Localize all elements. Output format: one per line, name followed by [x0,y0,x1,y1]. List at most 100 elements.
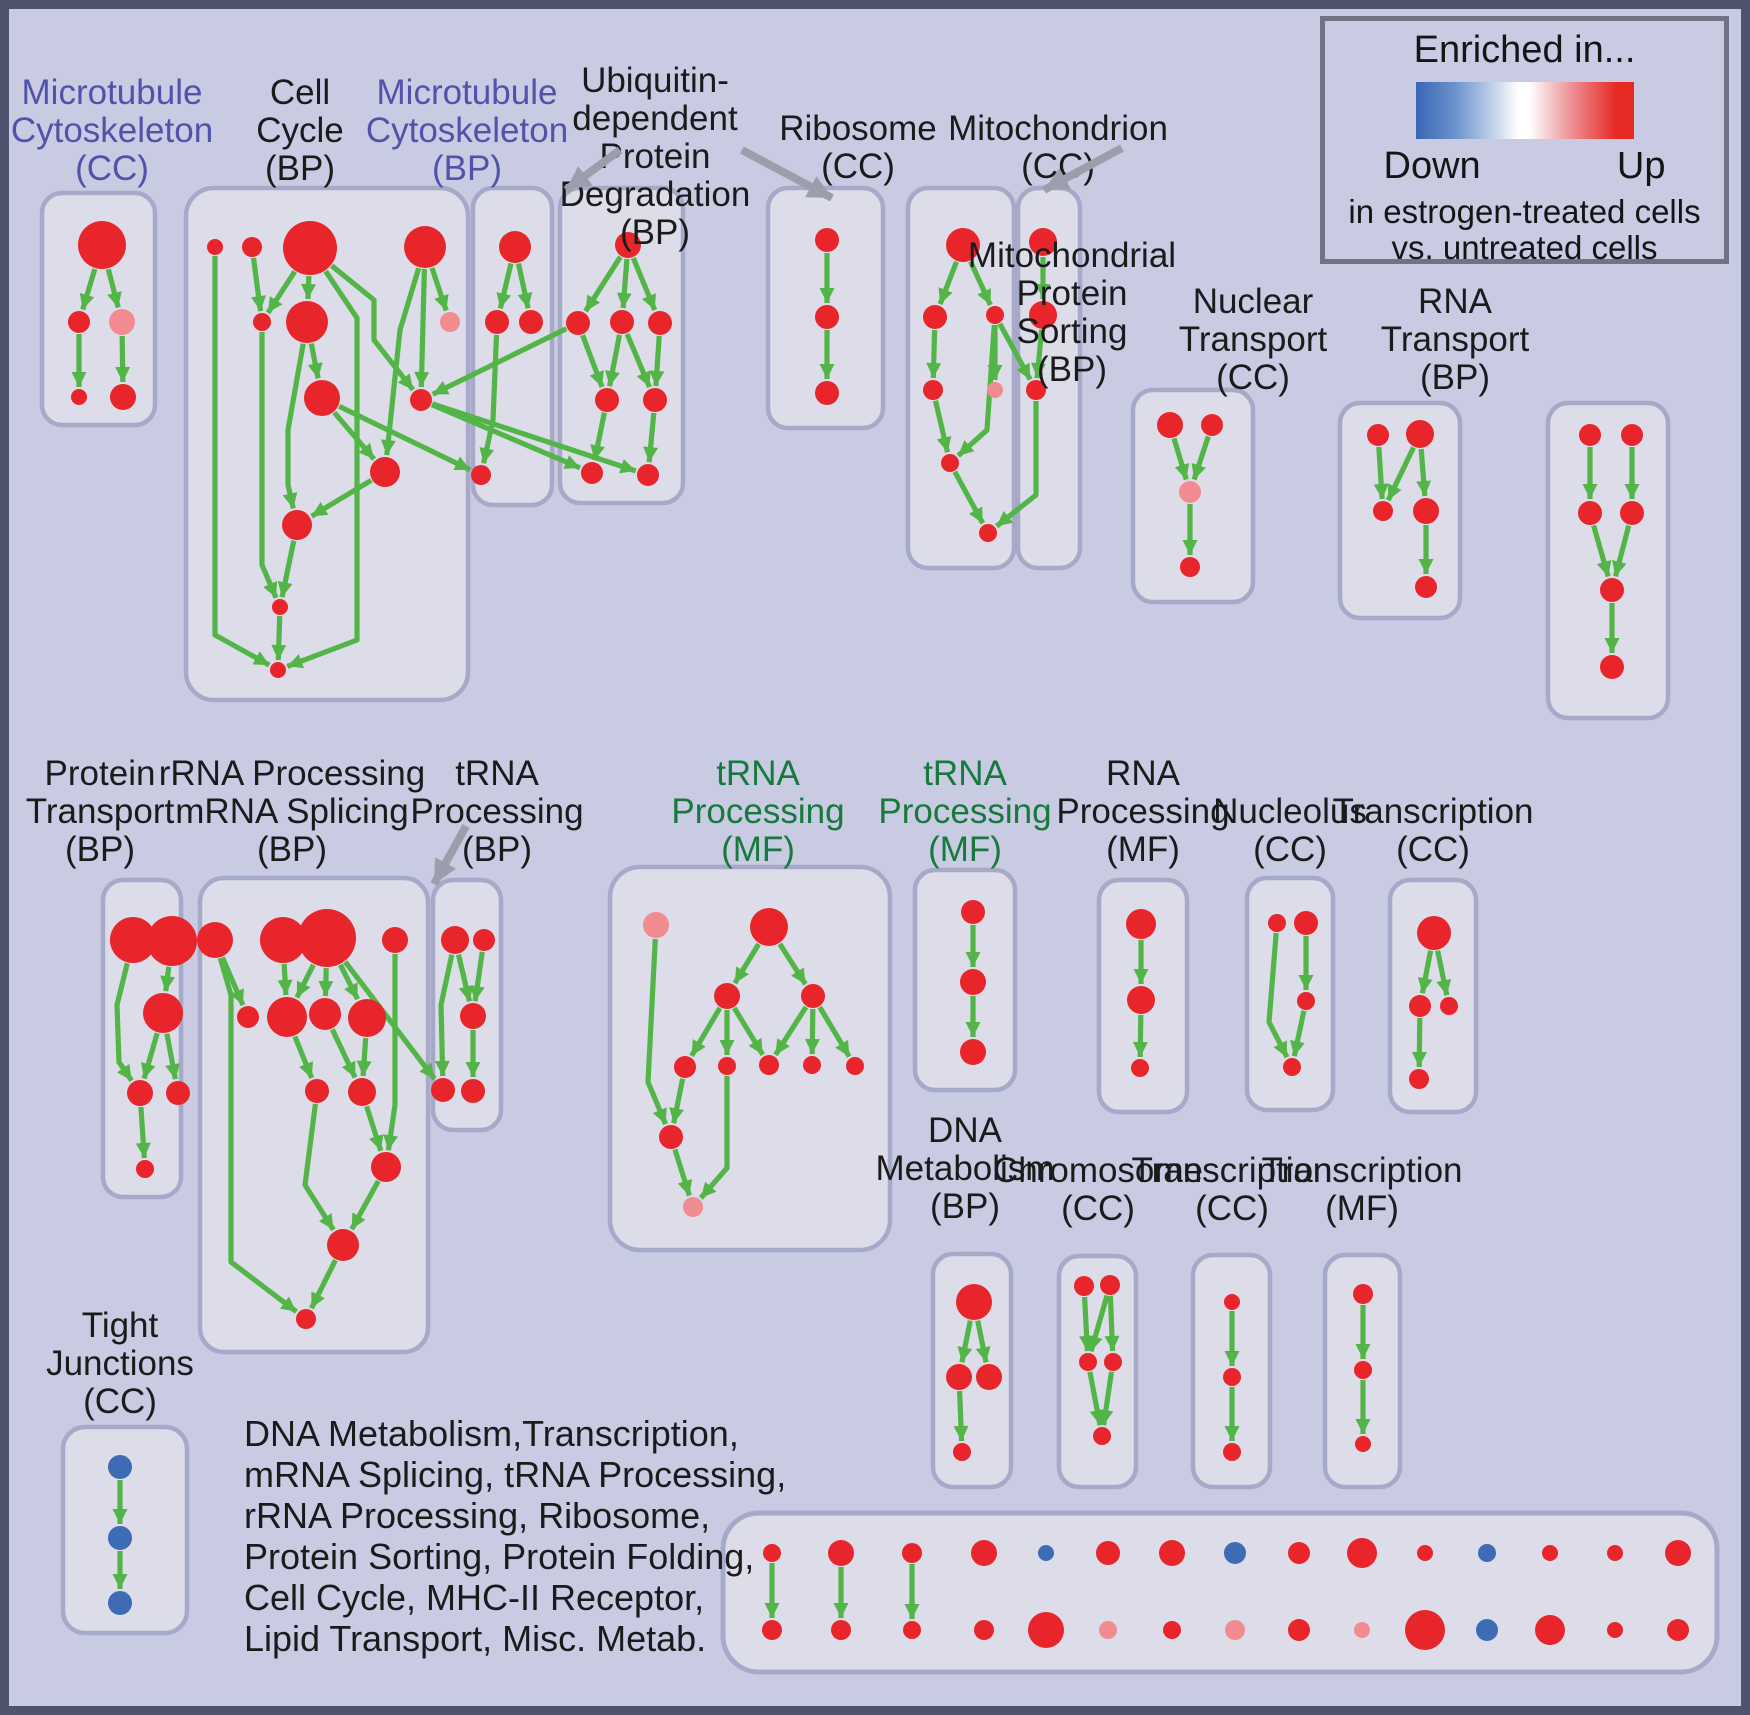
go-term-node [903,1621,921,1639]
go-term-node [750,908,788,946]
edge-arrow [301,275,317,300]
go-term-node [1354,1622,1370,1638]
edge-arrow [380,267,422,456]
go-term-node [648,311,672,335]
legend-subtitle-line2: vs. untreated cells [1391,229,1658,266]
edge-arrow [926,329,942,379]
go-term-node [828,1540,854,1566]
cluster-box-nuclear-transport-cc [1337,400,1463,621]
edge-arrow [624,332,652,389]
go-term-node [643,388,667,412]
edge-arrow [1171,437,1190,481]
go-term-node [960,969,986,995]
go-term-node [762,1620,782,1640]
go-term-node [803,1056,821,1074]
go-term-node [815,228,839,252]
go-term-node [371,1152,401,1182]
legend-subtitle-line1: in estrogen-treated cells [1348,193,1701,230]
go-term-node [127,1080,153,1106]
go-term-node [1127,986,1155,1014]
go-term-node [683,1197,703,1217]
go-term-node [1476,1619,1498,1641]
footnote-list: DNA Metabolism,Transcription, mRNA Splic… [244,1413,786,1659]
go-term-node [270,662,286,678]
edge-arrow [307,343,323,379]
edge-arrow [135,1106,151,1159]
go-term-node [581,462,603,484]
go-term-node [971,1540,997,1566]
go-term-node [1223,1368,1241,1386]
edge-arrow [141,1032,160,1080]
legend-title: Enriched in... [1413,29,1636,71]
go-term-node [348,1078,376,1106]
edge-arrow [1087,1371,1105,1426]
go-term-node [71,389,87,405]
edge-arrow [330,263,416,392]
go-term-node [519,310,543,334]
edge-arrow [1098,1371,1115,1426]
go-term-node [327,1229,359,1261]
go-term-node [282,510,312,540]
go-term-node [1409,1069,1429,1089]
nodes [68,221,1691,1650]
edge-arrow [431,326,568,397]
cluster-box-dna-metabolism-bp [930,1251,1014,1490]
legend-down-label: Down [1383,145,1481,187]
go-term-node [1225,1620,1245,1640]
go-term-node [759,1055,779,1075]
edge-arrow [643,412,659,463]
go-term-node [296,1309,316,1329]
edge-arrow [817,1005,852,1058]
go-term-node [1578,501,1602,525]
go-term-node [108,1591,132,1615]
edge-arrow [590,412,607,461]
edge-arrow [332,410,376,461]
go-term-node [1620,501,1644,525]
pointer-arrows [430,144,1124,886]
edge-arrow [1612,524,1632,578]
edge-arrow [294,963,316,999]
go-term-node [961,900,985,924]
edge-arrow [259,332,279,599]
cluster-label-trna-processing-mf-large: tRNA Processing (MF) [671,754,844,869]
go-term-node [272,599,288,615]
go-term-node [714,983,740,1009]
edge-arrow [968,260,993,307]
edge-arrow [434,954,455,1077]
go-term-node [1096,1541,1120,1565]
go-term-node [298,909,356,967]
go-term-node [499,231,531,263]
go-term-node [637,464,659,486]
edge-arrow [1031,329,1046,379]
go-term-node [1201,414,1223,436]
go-term-node [1038,1545,1054,1561]
go-term-node [1367,424,1389,446]
go-term-node [1353,1284,1373,1304]
cluster-label-ubiquitin-dependent-protein-degradation-bp: Ubiquitin-dependent Protein Degradation (BP… [560,61,751,252]
cluster-label-transcription-cc-2: Transcription (CC) [1132,1151,1333,1228]
edge-arrow [515,263,533,309]
label-pointer-arrow [563,146,623,194]
go-term-node [404,226,446,268]
edge-arrow [605,334,623,387]
go-term-node [1288,1619,1310,1641]
go-term-node [1104,1353,1122,1371]
edge-arrow [1191,435,1211,481]
edge-arrow [356,1037,372,1077]
edge-arrow [689,1006,723,1058]
go-term-node [237,1006,259,1028]
go-term-node [110,917,156,963]
go-term-node [615,232,641,258]
go-term-node [1417,1545,1433,1561]
edge-arrow [957,1320,973,1363]
edge-arrow [250,257,266,312]
go-term-node [718,1057,736,1075]
go-term-node [1417,916,1451,950]
edge-arrow [732,942,761,985]
cluster-label-protein-transport-bp: Protein Transport (BP) [26,754,175,869]
go-term-node [1099,1621,1117,1639]
go-term-node [831,1620,851,1640]
go-term-node [304,380,340,416]
edge-arrow [164,1033,181,1080]
edge-arrow [79,268,98,311]
